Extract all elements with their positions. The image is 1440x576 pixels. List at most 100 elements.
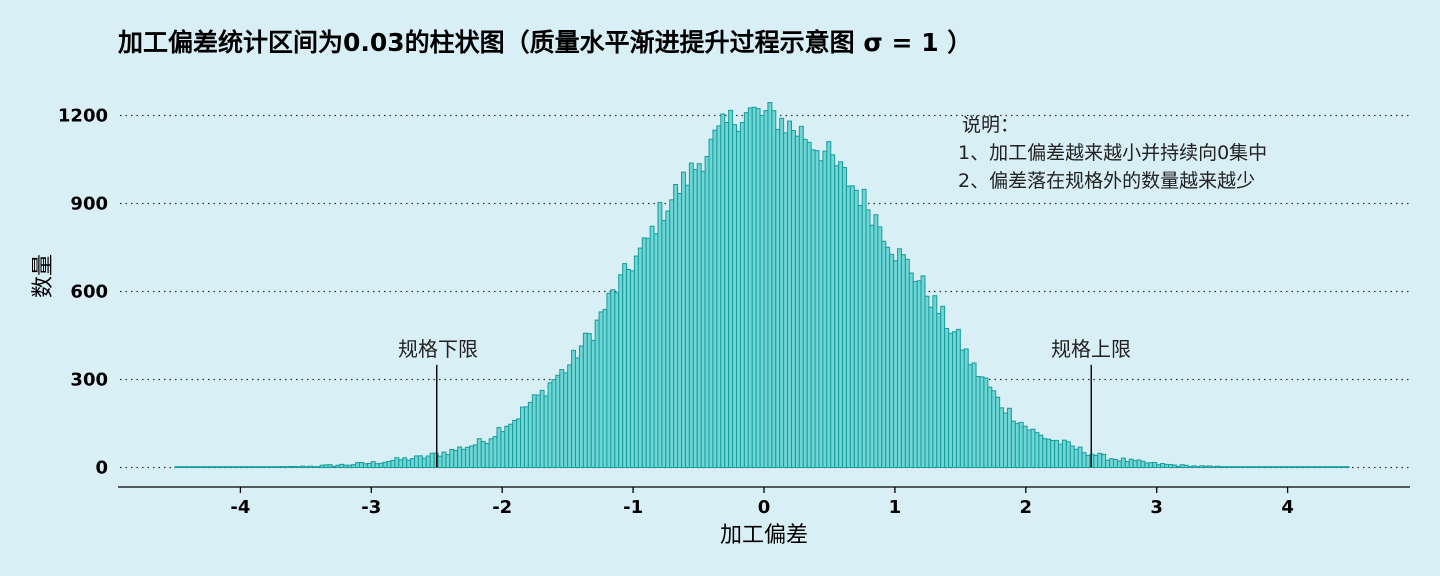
histogram-bar xyxy=(386,460,392,469)
histogram-bar xyxy=(849,185,855,468)
histogram-bar xyxy=(1250,466,1256,469)
histogram-bar xyxy=(594,319,600,468)
y-tick-label: 600 xyxy=(70,282,108,303)
histogram-bar xyxy=(873,214,879,468)
histogram-bar xyxy=(586,333,592,469)
histogram-bar xyxy=(822,150,828,468)
histogram-bar xyxy=(1297,466,1303,469)
histogram-bar xyxy=(1132,460,1138,469)
histogram-bar xyxy=(465,446,470,468)
histogram-bar xyxy=(700,170,706,468)
histogram-bar xyxy=(374,463,380,469)
histogram-bar xyxy=(857,204,863,468)
histogram-bar xyxy=(590,339,596,469)
histogram-bar xyxy=(213,466,219,469)
histogram-bar xyxy=(716,125,722,469)
histogram-bar xyxy=(351,464,357,468)
histogram-bar xyxy=(633,255,639,468)
histogram-bar xyxy=(1321,466,1327,469)
histogram-bar xyxy=(1175,465,1181,469)
histogram-bar xyxy=(194,466,200,469)
histogram-bar xyxy=(1199,465,1205,469)
histogram-bar xyxy=(272,466,278,469)
histogram-bar xyxy=(543,395,549,469)
histogram-bar xyxy=(681,171,686,469)
x-ticks: -4 -3 -2 -1 0 1 2 3 4 xyxy=(230,487,1294,518)
histogram-bar xyxy=(842,166,847,468)
histogram-bar xyxy=(264,466,270,469)
histogram-bar xyxy=(555,374,561,468)
histogram-bar xyxy=(378,462,384,469)
histogram-bar xyxy=(1156,464,1162,468)
histogram-bar xyxy=(908,272,914,468)
histogram-bar xyxy=(488,438,494,468)
histogram-bar xyxy=(1195,466,1201,468)
histogram-bar xyxy=(653,233,659,468)
histogram-bar xyxy=(205,466,211,469)
histogram-bar xyxy=(775,128,781,468)
histogram-bar xyxy=(249,466,254,469)
histogram-bar xyxy=(496,427,502,469)
y-axis-title: 数量 xyxy=(31,254,56,298)
histogram-bar xyxy=(1026,429,1032,468)
histogram-bar xyxy=(724,122,730,469)
histogram-bar xyxy=(1050,439,1056,469)
histogram-bar xyxy=(484,442,490,469)
histogram-bar xyxy=(1301,466,1307,469)
histogram-bar xyxy=(198,466,203,469)
histogram-bar xyxy=(260,466,266,469)
histogram-bar xyxy=(359,462,364,468)
histogram-bar xyxy=(838,161,844,468)
histogram-bar xyxy=(704,155,710,468)
histogram-bar xyxy=(1058,443,1063,469)
histogram-bar xyxy=(319,464,325,468)
histogram-bar xyxy=(1003,412,1008,468)
histogram-bar xyxy=(940,305,946,468)
lsl-label: 规格下限 xyxy=(398,337,478,361)
histogram-bar xyxy=(355,462,361,468)
histogram-bar xyxy=(853,189,859,468)
x-tick-label: 1 xyxy=(889,497,902,518)
histogram-bar xyxy=(673,183,679,468)
histogram-bar xyxy=(559,369,565,468)
histogram-bar xyxy=(893,260,899,469)
histogram-bar xyxy=(692,169,698,468)
histogram-bar xyxy=(1160,463,1166,468)
histogram-bar xyxy=(578,345,584,468)
histogram-bar xyxy=(602,308,608,468)
histogram-bar xyxy=(1277,466,1283,469)
histogram-bar xyxy=(201,466,207,469)
histogram-bar xyxy=(885,246,891,468)
histogram-bar xyxy=(315,466,321,468)
histogram-bar xyxy=(563,372,569,468)
histogram-bar xyxy=(402,457,408,468)
histogram-bar xyxy=(637,247,643,468)
histogram-bar xyxy=(1018,421,1024,469)
histogram-bar xyxy=(410,458,415,469)
histogram-bar xyxy=(755,108,761,469)
histogram-bar xyxy=(618,274,624,468)
x-tick-label: -3 xyxy=(361,497,381,518)
histogram-bar xyxy=(1124,461,1130,469)
histogram-bar xyxy=(920,275,926,468)
histogram-bar xyxy=(284,466,290,469)
histogram-bar xyxy=(967,364,973,468)
histogram-bar xyxy=(818,160,824,469)
histogram-bar xyxy=(1246,466,1252,469)
histogram-bar xyxy=(955,328,961,468)
histogram-bar xyxy=(1293,466,1299,469)
y-tick-labels: 0 300 600 900 1200 xyxy=(58,106,108,479)
histogram-bar xyxy=(527,401,533,468)
histogram-bar xyxy=(951,331,957,468)
histogram-bar xyxy=(845,185,851,468)
histogram-bar xyxy=(1234,466,1240,469)
histogram-bar xyxy=(571,349,577,468)
histogram-bar xyxy=(221,466,227,469)
histogram-bar xyxy=(948,332,953,468)
histogram-bar xyxy=(217,466,223,469)
histogram-bar xyxy=(300,465,306,469)
histogram-bar xyxy=(398,459,404,469)
histogram-bar xyxy=(1081,452,1087,468)
histogram-bar xyxy=(382,461,388,468)
histogram-bar xyxy=(1085,454,1091,468)
